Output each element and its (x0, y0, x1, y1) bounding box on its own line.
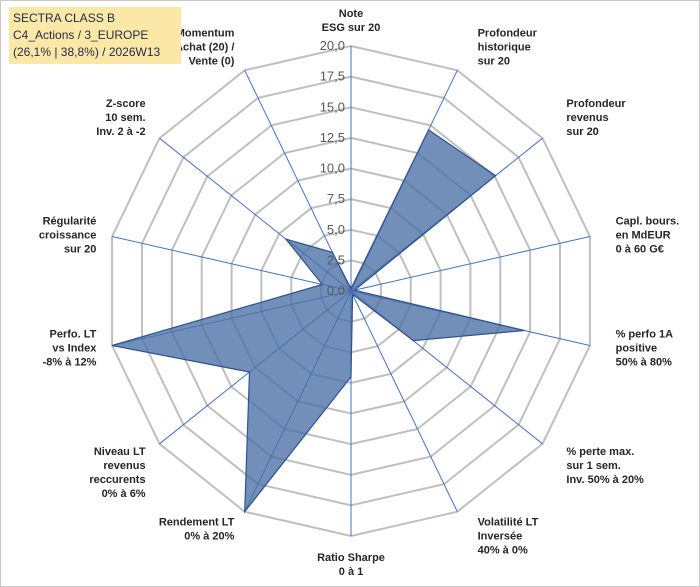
axis-labels: Note ESG sur 20 Profondeur historique sur 20… (39, 8, 679, 578)
series-layer (111, 129, 525, 514)
axis-label: Profondeur historique sur 20 (478, 27, 538, 67)
chart-title-line-2: C4_Actions / 3_EUROPE (13, 28, 149, 42)
tick-label: 15,0 (320, 99, 345, 114)
tick-labels: 0,0 2,5 5,0 7,5 10,0 12,5 15,0 17,5 20,0 (320, 38, 345, 298)
axis-label: Régularité croissance sur 20 (39, 215, 96, 255)
axis-label: Profondeur revenus sur 20 (566, 98, 626, 138)
axis-label: Momentum Achat (20) / Vente (0) (175, 27, 235, 67)
tick-label: 2,5 (327, 252, 345, 267)
axis-label: Rendement LT 0% à 20% (159, 517, 235, 543)
axis-label: Z-score 10 sem. Inv. 2 à -2 (96, 98, 145, 138)
series-area (111, 129, 525, 514)
tick-label: 12,5 (320, 130, 345, 145)
axis-label: Perfo. LT vs Index -8% à 12% (43, 329, 98, 369)
tick-label: 17,5 (320, 69, 345, 84)
tick-label: 10,0 (320, 161, 345, 176)
tick-label: 20,0 (320, 38, 345, 53)
axis-label: Capl. bours. en MdEUR 0 à 60 G€ (616, 215, 680, 255)
axis-spoke (350, 236, 591, 292)
tick-label: 7,5 (327, 191, 345, 206)
chart-title-line-3: (26,1% | 38,8%) / 2026W13 (13, 45, 161, 59)
axis-label: Niveau LT revenus reccurents 0% à 6% (89, 446, 146, 500)
axis-label: Note ESG sur 20 (322, 8, 381, 34)
tick-label: 5,0 (327, 222, 345, 237)
tick-label: 0,0 (327, 283, 345, 298)
chart-title-line-1: SECTRA CLASS B (13, 11, 116, 25)
axis-spoke (111, 236, 352, 292)
axis-label: % perte max. sur 1 sem. Inv. 50% à 20% (566, 446, 644, 486)
axis-label: % perfo 1A positive 50% à 80% (616, 329, 674, 369)
axis-label: Volatilité LT Inversée 40% à 0% (478, 517, 539, 557)
chart-title-box: SECTRA CLASS B C4_Actions / 3_EUROPE (26… (9, 7, 181, 64)
axis-spoke (350, 290, 458, 512)
axis-label: Ratio Sharpe 0 à 1 (317, 552, 385, 578)
